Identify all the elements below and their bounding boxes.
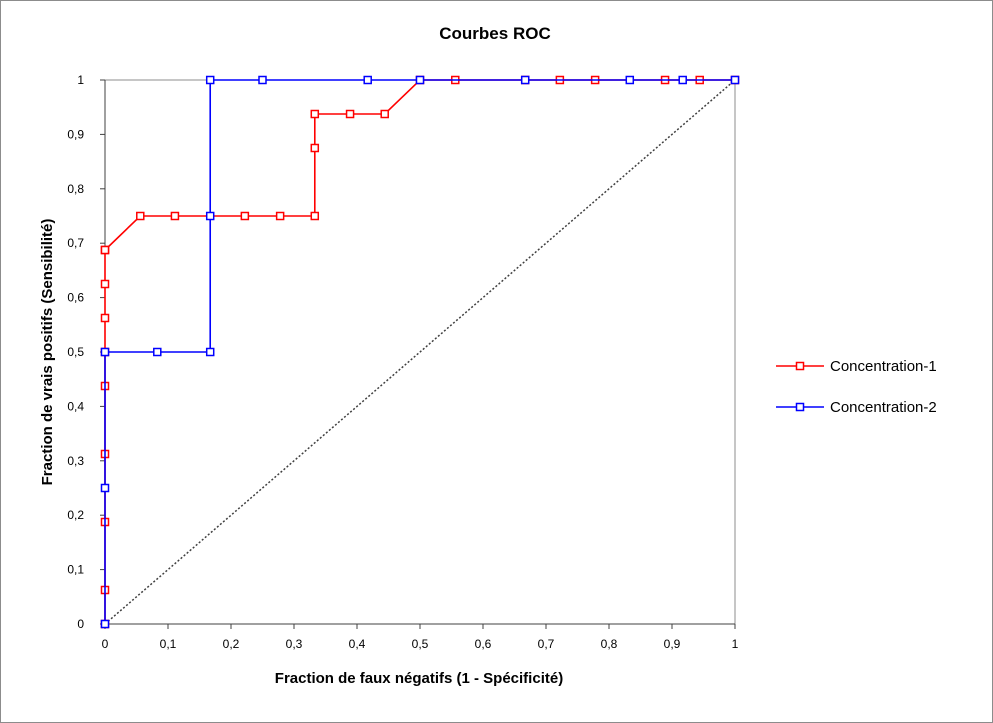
data-point-marker <box>205 75 215 85</box>
legend-item: Concentration-1 <box>776 358 937 375</box>
data-point-marker <box>205 347 215 357</box>
data-point-marker <box>258 75 267 85</box>
data-point-marker <box>310 211 320 221</box>
data-point-marker <box>136 211 145 221</box>
legend: Concentration-1 Concentration-2 <box>776 358 937 416</box>
data-point-marker <box>730 75 740 85</box>
chart-title: Courbes ROC <box>439 24 550 43</box>
legend-marker <box>795 361 805 371</box>
x-tick-label: 0,1 <box>160 637 177 651</box>
x-tick-label: 0,3 <box>286 637 303 651</box>
x-tick-label: 1 <box>732 637 739 651</box>
legend-label: Concentration-1 <box>830 358 937 375</box>
data-point-marker <box>415 75 425 85</box>
y-tick-label: 0,2 <box>67 508 84 522</box>
series-2 <box>100 75 740 629</box>
series-line <box>104 79 735 624</box>
data-point-marker <box>380 109 389 119</box>
x-tick-label: 0,6 <box>475 637 492 651</box>
x-tick-label: 0,4 <box>349 637 366 651</box>
data-point-marker <box>625 75 635 85</box>
data-point-marker <box>520 75 530 85</box>
reference-diagonal <box>104 79 736 625</box>
y-tick-label: 0,1 <box>67 563 84 577</box>
y-tick-label: 0,4 <box>67 399 84 413</box>
y-tick-label: 0,5 <box>67 345 84 359</box>
reference-diagonal-line <box>104 79 736 625</box>
y-tick-label: 0,6 <box>67 291 84 305</box>
data-point-marker <box>310 109 320 119</box>
data-point-marker <box>363 75 372 85</box>
legend-marker <box>795 402 805 412</box>
data-point-marker <box>100 619 110 629</box>
x-tick-label: 0,2 <box>223 637 240 651</box>
data-point-marker <box>100 279 110 289</box>
y-tick-label: 0,9 <box>67 127 84 141</box>
y-tick-label: 0,7 <box>67 236 84 250</box>
data-point-marker <box>100 245 110 255</box>
x-axis-title: Fraction de faux négatifs (1 - Spécifici… <box>275 670 563 687</box>
data-point-marker <box>240 211 250 221</box>
series-layer <box>100 75 740 629</box>
data-point-marker <box>678 75 687 85</box>
y-axis-title: Fraction de vrais positifs (Sensibilité) <box>39 219 56 486</box>
axes: 0 0,1 0,2 0,3 0,4 0,5 0,6 0,7 0,8 0,9 1 0 0,1 0,2 0,3 0… <box>67 73 738 651</box>
data-point-marker <box>100 483 110 493</box>
y-tick-label: 0 <box>77 617 84 631</box>
data-point-marker <box>153 347 162 357</box>
x-tick-label: 0,9 <box>664 637 681 651</box>
x-tick-label: 0 <box>102 637 109 651</box>
x-tick-label: 0,7 <box>538 637 555 651</box>
data-point-marker <box>345 109 355 119</box>
data-point-marker <box>100 347 110 357</box>
data-point-marker <box>170 211 180 221</box>
data-point-marker <box>100 313 110 323</box>
data-point-marker <box>310 143 320 153</box>
y-tick-label: 0,3 <box>67 454 84 468</box>
legend-item: Concentration-2 <box>776 399 937 416</box>
data-point-marker <box>275 211 285 221</box>
y-tick-label: 0,8 <box>67 182 84 196</box>
x-tick-label: 0,5 <box>412 637 429 651</box>
data-point-marker <box>205 211 215 221</box>
y-tick-label: 1 <box>77 73 84 87</box>
x-tick-label: 0,8 <box>601 637 618 651</box>
legend-label: Concentration-2 <box>830 399 937 416</box>
